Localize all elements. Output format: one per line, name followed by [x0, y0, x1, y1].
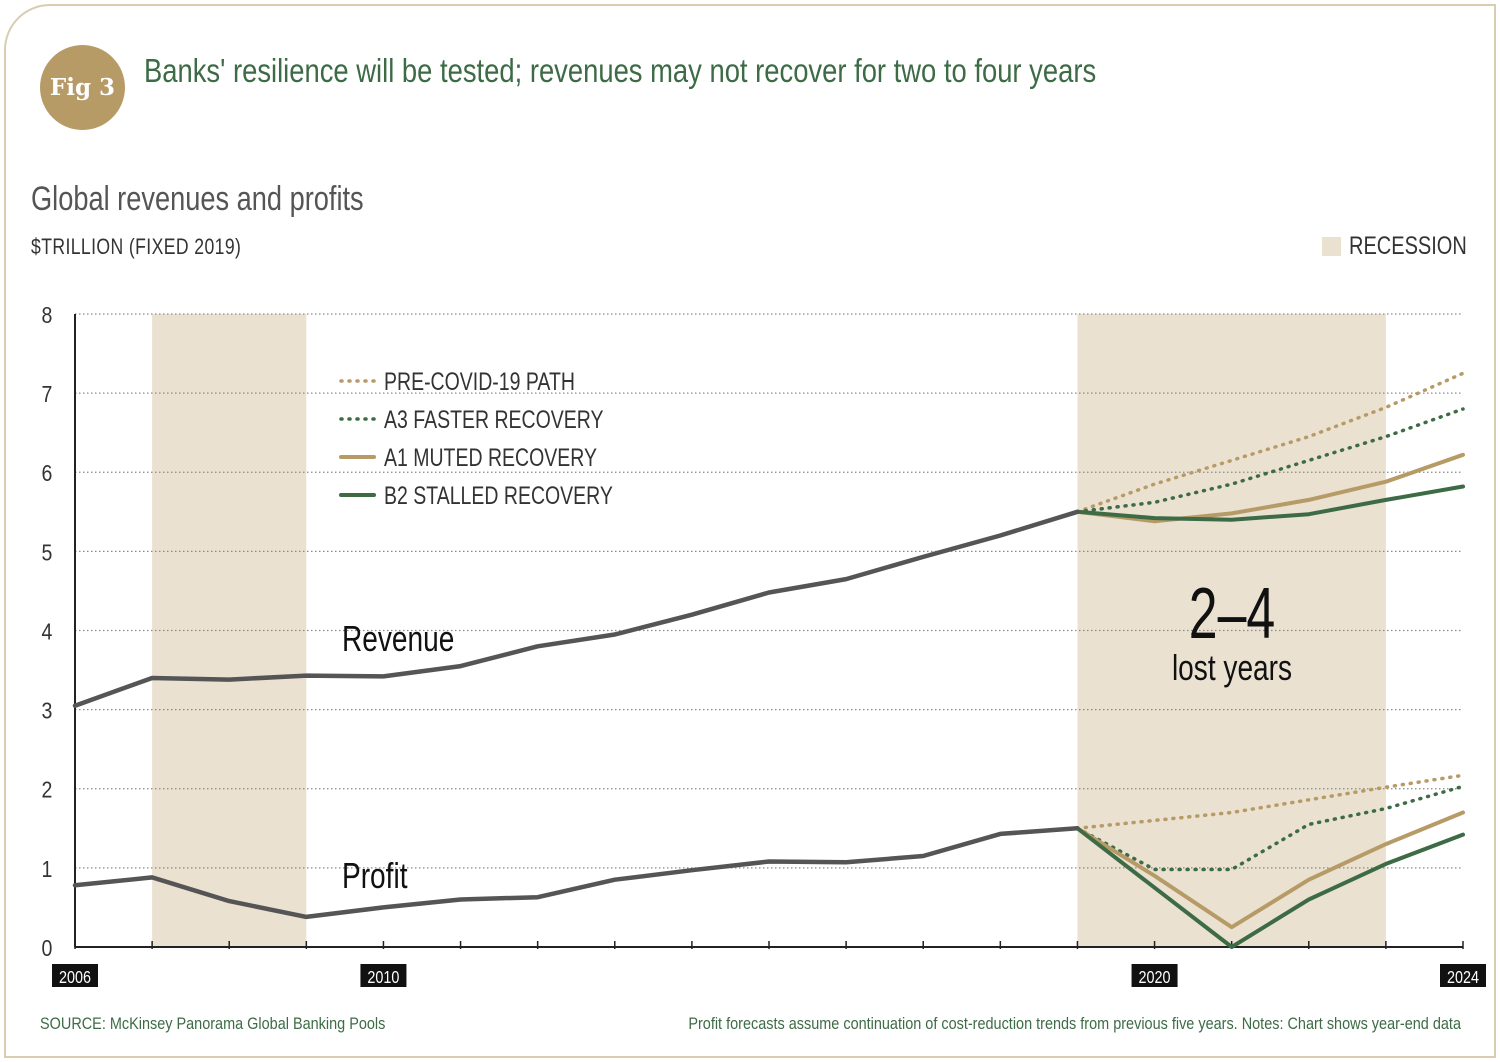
x-tick-box-2020	[1131, 964, 1178, 987]
y-tick-label-7: 7	[42, 382, 53, 408]
legend: PRE-COVID-19 PATH A3 FASTER RECOVERY A1 MU…	[339, 368, 613, 510]
profit-b2-line	[1075, 826, 1465, 949]
chart-title: Global revenues and profits	[31, 180, 364, 218]
lost-years-label: lost years	[1172, 648, 1292, 688]
recession-legend: RECESSION	[1322, 232, 1496, 261]
x-tick-text-2020: 2020	[1139, 968, 1171, 988]
revenue-b2-line	[1075, 484, 1465, 522]
revenue-a1-line	[1075, 452, 1465, 524]
revenue-history-line	[72, 509, 1080, 708]
profit-history-line	[72, 826, 1080, 920]
x-tick-box-2024	[1440, 964, 1486, 987]
recession-band-0	[152, 314, 307, 947]
y-tick-label-8: 8	[42, 303, 53, 329]
legend-item-3: B2 STALLED RECOVERY	[339, 482, 613, 510]
profit-pre-covid-line	[1075, 773, 1465, 831]
legend-item-1: A3 FASTER RECOVERY	[339, 406, 604, 434]
figure-badge: Fig 3	[40, 45, 125, 130]
legend-item-0: PRE-COVID-19 PATH	[339, 368, 575, 396]
legend-label-3: B2 STALLED RECOVERY	[384, 482, 613, 510]
y-tick-label-4: 4	[42, 619, 53, 645]
x-tick-label-2010: 2010	[360, 964, 407, 988]
profit-a3-line	[1075, 784, 1465, 872]
y-tick-label-1: 1	[42, 856, 53, 882]
legend-item-2: A1 MUTED RECOVERY	[339, 444, 597, 472]
figure-title: Banks' resilience will be tested; revenu…	[144, 52, 1097, 89]
x-tick-label-2020: 2020	[1131, 964, 1178, 988]
y-tick-label-6: 6	[42, 461, 53, 487]
x-tick-text-2006: 2006	[59, 968, 91, 988]
x-tick-text-2010: 2010	[367, 968, 399, 988]
series-lines	[72, 371, 1465, 949]
x-tick-box-2006	[52, 964, 98, 987]
y-tick-label-3: 3	[42, 698, 53, 724]
recession-swatch	[1322, 237, 1341, 256]
profit-label: Profit	[342, 856, 408, 896]
revenue-a3-line	[1075, 407, 1465, 514]
lost-years-number: 2–4	[1189, 574, 1275, 654]
legend-label-0: PRE-COVID-19 PATH	[384, 368, 575, 396]
legend-label-2: A1 MUTED RECOVERY	[384, 444, 597, 472]
revenue-label: Revenue	[342, 619, 454, 659]
y-tick-label-5: 5	[42, 540, 53, 566]
unit-label: $TRILLION (FIXED 2019)	[31, 234, 242, 259]
y-tick-label-0: 0	[42, 936, 53, 962]
legend-label-1: A3 FASTER RECOVERY	[384, 406, 604, 434]
footnote: Profit forecasts assume continuation of …	[688, 1014, 1461, 1033]
recession-legend-label: RECESSION	[1349, 232, 1467, 260]
x-tick-box-2010	[360, 964, 407, 987]
x-tick-label-2024: 2024	[1440, 964, 1486, 987]
profit-a1-line	[1075, 810, 1465, 930]
x-tick-text-2024: 2024	[1447, 968, 1479, 988]
y-tick-label-2: 2	[42, 777, 53, 803]
gridlines	[75, 313, 1463, 869]
x-tick-label-2006: 2006	[52, 964, 98, 987]
source-note: SOURCE: McKinsey Panorama Global Banking…	[40, 1014, 386, 1033]
